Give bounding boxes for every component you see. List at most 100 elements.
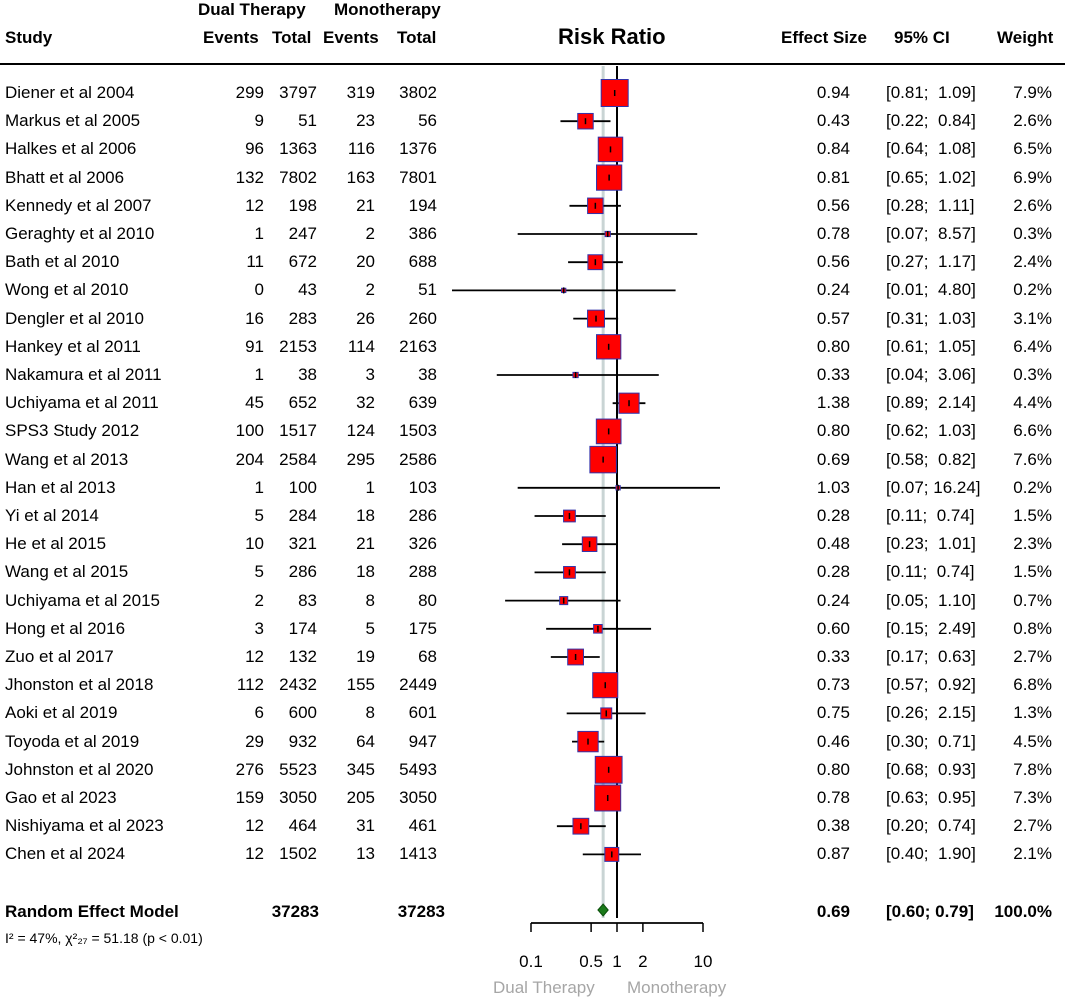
effect-cell: 0.33 xyxy=(816,647,850,666)
total1-cell: 321 xyxy=(288,534,317,554)
events1-cell: 276 xyxy=(235,759,264,779)
total2-cell: 1376 xyxy=(399,139,437,159)
total2-cell: 2586 xyxy=(399,449,437,469)
weight-column-header: Weight xyxy=(997,28,1054,47)
weight-cell: 7.6% xyxy=(1013,449,1052,469)
axis-right-label: Monotherapy xyxy=(627,978,727,997)
effect-cell: 0.69 xyxy=(816,449,850,469)
group1-header: Dual Therapy xyxy=(198,0,306,19)
events1-cell: 12 xyxy=(245,816,264,836)
effect-cell: 0.46 xyxy=(816,731,850,751)
weight-cell: 6.8% xyxy=(1013,675,1052,695)
study-name: Jhonston et al 2018 xyxy=(5,675,154,695)
events1-cell: 5 xyxy=(254,506,264,525)
weight-cell: 6.6% xyxy=(1013,421,1052,441)
events1-cell: 1 xyxy=(254,224,264,243)
group2-header: Monotherapy xyxy=(334,0,441,19)
total2-cell: 38 xyxy=(418,365,437,384)
table-row: Wong et al 2010 0 43 2 51 0.24 [0.01; 4.80] 0.2… xyxy=(0,280,1065,302)
weight-cell: 4.5% xyxy=(1013,731,1052,751)
ci-cell: [0.11; 0.74] xyxy=(886,562,975,582)
events2-cell: 23 xyxy=(356,111,375,131)
total1-cell: 38 xyxy=(298,365,317,384)
effect-cell: 0.84 xyxy=(816,139,850,159)
study-column-header: Study xyxy=(5,28,53,47)
weight-cell: 7.8% xyxy=(1013,759,1052,779)
total2-cell: 260 xyxy=(408,308,437,328)
ci-cell: [0.81; 1.09] xyxy=(886,83,976,102)
total2-column-header: Total xyxy=(397,28,437,47)
events2-cell: 31 xyxy=(356,816,375,836)
table-row: Han et al 2013 1 100 1 103 1.03 [0.07; 16.24] 0… xyxy=(0,478,1065,500)
study-name: Markus et al 2005 xyxy=(5,111,141,131)
table-row: Hankey et al 2011 91 2153 114 2163 0.80 [0.61;… xyxy=(0,337,1065,359)
header-rule xyxy=(0,63,1065,65)
total1-cell: 247 xyxy=(288,224,317,243)
events1-cell: 91 xyxy=(245,336,264,356)
effect-cell: 0.60 xyxy=(816,618,850,638)
weight-cell: 2.4% xyxy=(1013,252,1052,272)
total1-cell: 2432 xyxy=(279,675,317,695)
ci-cell: [0.31; 1.03] xyxy=(886,308,976,328)
total1-cell: 7802 xyxy=(279,167,317,187)
weight-cell: 2.6% xyxy=(1013,111,1052,131)
total2-cell: 7801 xyxy=(399,167,437,187)
effect-cell: 0.28 xyxy=(816,562,850,582)
weight-cell: 2.7% xyxy=(1013,647,1052,666)
table-row: Bhatt et al 2006 132 7802 163 7801 0.81 [0.65;… xyxy=(0,168,1065,190)
total2-cell: 3802 xyxy=(399,83,437,102)
weight-cell: 0.8% xyxy=(1013,618,1052,638)
total1-column-header: Total xyxy=(272,28,312,47)
effect-cell: 0.28 xyxy=(816,506,850,525)
summary-ci: [0.60; 0.79] xyxy=(886,902,974,921)
weight-cell: 3.1% xyxy=(1013,308,1052,328)
events2-cell: 8 xyxy=(365,703,375,723)
table-row: Zuo et al 2017 12 132 19 68 0.33 [0.17; 0.63] 2… xyxy=(0,647,1065,669)
ci-cell: [0.22; 0.84] xyxy=(886,111,976,131)
study-name: Yi et al 2014 xyxy=(5,506,99,525)
total1-cell: 1517 xyxy=(279,421,317,441)
weight-cell: 0.3% xyxy=(1013,224,1052,243)
table-row: He et al 2015 10 321 21 326 0.48 [0.23; 1.01] 2… xyxy=(0,534,1065,556)
effect-cell: 0.94 xyxy=(816,83,850,102)
events1-cell: 96 xyxy=(245,139,264,159)
events1-cell: 45 xyxy=(245,393,264,413)
ci-cell: [0.05; 1.10] xyxy=(886,590,976,610)
total2-cell: 175 xyxy=(408,618,437,638)
total1-cell: 2584 xyxy=(279,449,317,469)
events2-cell: 205 xyxy=(346,788,375,807)
events1-cell: 10 xyxy=(245,534,264,554)
events2-cell: 18 xyxy=(356,562,375,582)
total2-cell: 80 xyxy=(418,590,437,610)
total1-cell: 932 xyxy=(288,731,317,751)
events1-cell: 12 xyxy=(245,844,264,864)
study-name: Hankey et al 2011 xyxy=(5,336,141,356)
ci-cell: [0.01; 4.80] xyxy=(886,280,976,300)
study-name: Diener et al 2004 xyxy=(5,83,135,102)
ci-cell: [0.15; 2.49] xyxy=(886,618,976,638)
events2-cell: 124 xyxy=(346,421,375,441)
table-row: Uchiyama et al 2015 2 83 8 80 0.24 [0.05; 1.10… xyxy=(0,591,1065,613)
total1-cell: 51 xyxy=(298,111,317,131)
weight-cell: 1.5% xyxy=(1013,506,1052,525)
events2-cell: 32 xyxy=(356,393,375,413)
events1-cell: 112 xyxy=(236,675,264,695)
summary-total1: 37283 xyxy=(271,902,319,921)
total1-cell: 1502 xyxy=(279,844,317,864)
ci-cell: [0.28; 1.11] xyxy=(886,195,975,215)
table-row: Nakamura et al 2011 1 38 3 38 0.33 [0.04; 3.06… xyxy=(0,365,1065,387)
total2-cell: 288 xyxy=(408,562,437,582)
ci-cell: [0.26; 2.15] xyxy=(886,703,976,723)
total1-cell: 3797 xyxy=(279,83,317,102)
events2-cell: 19 xyxy=(356,647,375,666)
ci-cell: [0.11; 0.74] xyxy=(886,506,975,525)
total2-cell: 3050 xyxy=(399,788,437,807)
events2-cell: 295 xyxy=(346,449,375,469)
weight-cell: 7.9% xyxy=(1013,83,1052,102)
study-name: Nakamura et al 2011 xyxy=(5,365,162,384)
total2-cell: 103 xyxy=(408,477,437,497)
events1-cell: 11 xyxy=(246,252,264,272)
total2-cell: 326 xyxy=(408,534,437,554)
events2-column-header: Events xyxy=(323,28,379,47)
weight-cell: 0.7% xyxy=(1013,590,1052,610)
